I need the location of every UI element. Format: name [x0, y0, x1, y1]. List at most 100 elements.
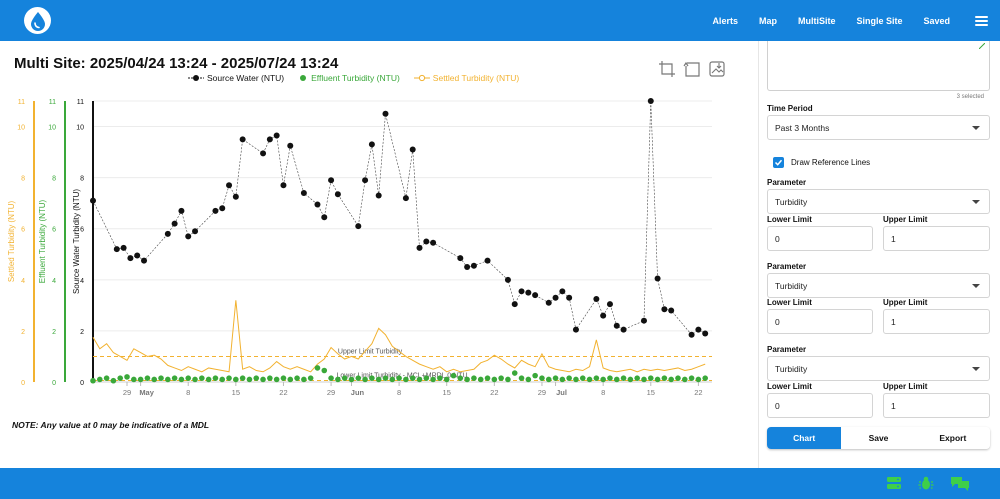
source-water-point[interactable] — [362, 177, 369, 184]
effluent-point[interactable] — [97, 376, 103, 383]
effluent-point[interactable] — [301, 376, 307, 383]
effluent-point[interactable] — [382, 375, 389, 381]
effluent-point[interactable] — [661, 375, 668, 381]
effluent-point[interactable] — [647, 375, 654, 381]
effluent-point[interactable] — [430, 376, 436, 383]
resize-handle-icon[interactable] — [979, 43, 985, 49]
effluent-point[interactable] — [219, 376, 226, 383]
source-water-point[interactable] — [164, 230, 171, 237]
bug-icon[interactable] — [918, 475, 934, 491]
lower-limit-input-3[interactable]: 0 — [767, 393, 873, 418]
effluent-point[interactable] — [627, 376, 634, 383]
parameter-select-2[interactable]: Turbidity — [767, 273, 990, 298]
legend-settled-turbidity[interactable]: Settled Turbidity (NTU) — [413, 73, 519, 83]
source-water-point[interactable] — [314, 201, 321, 208]
source-water-point[interactable] — [375, 192, 382, 199]
reset-zoom-icon[interactable] — [683, 60, 701, 78]
turbidity-chart[interactable]: 0 2 4 6 8 10 11 Settled Turbidity (NTU) 0 2 4 6 8 10 1… — [0, 88, 740, 406]
chat-icon[interactable] — [950, 475, 970, 491]
source-water-point[interactable] — [668, 307, 675, 314]
effluent-point[interactable] — [273, 376, 280, 383]
effluent-point[interactable] — [341, 375, 348, 381]
nav-multisite[interactable]: MultiSite — [797, 15, 836, 26]
source-water-point[interactable] — [212, 207, 219, 214]
effluent-point[interactable] — [539, 375, 545, 381]
effluent-point[interactable] — [607, 375, 613, 381]
effluent-point[interactable] — [464, 376, 470, 383]
effluent-point[interactable] — [335, 376, 341, 383]
time-period-select[interactable]: Past 3 Months — [767, 115, 990, 140]
export-button[interactable]: Export — [915, 427, 990, 449]
effluent-point[interactable] — [688, 375, 695, 381]
effluent-point[interactable] — [192, 376, 198, 383]
effluent-point[interactable] — [267, 375, 273, 381]
source-water-point[interactable] — [511, 301, 518, 308]
source-water-point[interactable] — [552, 294, 559, 301]
source-water-point[interactable] — [321, 214, 328, 221]
source-water-point[interactable] — [328, 177, 335, 184]
source-water-point[interactable] — [226, 182, 233, 189]
parameter-select-3[interactable]: Turbidity — [767, 356, 990, 381]
source-water-point[interactable] — [171, 220, 178, 227]
effluent-point[interactable] — [185, 375, 192, 381]
effluent-point[interactable] — [260, 376, 266, 383]
source-water-point[interactable] — [127, 255, 134, 262]
source-water-point[interactable] — [416, 244, 423, 251]
upper-limit-input-1[interactable]: 1 — [883, 226, 990, 251]
source-water-point[interactable] — [640, 317, 647, 324]
effluent-point[interactable] — [654, 376, 661, 383]
nav-single-site[interactable]: Single Site — [856, 15, 903, 26]
effluent-point[interactable] — [253, 375, 260, 381]
effluent-point[interactable] — [117, 375, 124, 381]
effluent-point[interactable] — [239, 375, 246, 381]
source-water-point[interactable] — [368, 141, 375, 148]
nav-saved[interactable]: Saved — [923, 15, 950, 26]
source-water-point[interactable] — [409, 146, 416, 153]
source-water-point[interactable] — [402, 195, 409, 202]
effluent-point[interactable] — [681, 376, 688, 383]
effluent-point[interactable] — [212, 375, 219, 381]
source-water-line[interactable] — [92, 100, 706, 336]
download-image-icon[interactable] — [708, 60, 726, 78]
source-water-point[interactable] — [518, 288, 525, 295]
effluent-point[interactable] — [369, 375, 375, 381]
effluent-point[interactable] — [443, 376, 450, 383]
source-water-point[interactable] — [559, 288, 566, 295]
effluent-point[interactable] — [205, 376, 212, 383]
effluent-point[interactable] — [409, 375, 416, 381]
effluent-point[interactable] — [178, 376, 185, 383]
source-water-point[interactable] — [593, 295, 600, 302]
effluent-point[interactable] — [124, 374, 130, 380]
effluent-point[interactable] — [511, 370, 518, 376]
draw-reference-checkbox[interactable] — [773, 157, 784, 168]
nav-alerts[interactable]: Alerts — [712, 15, 738, 26]
upper-limit-input-3[interactable]: 1 — [883, 393, 990, 418]
effluent-point[interactable] — [491, 376, 498, 383]
effluent-point[interactable] — [403, 376, 409, 383]
effluent-point[interactable] — [498, 375, 504, 381]
effluent-point[interactable] — [314, 365, 321, 371]
effluent-point[interactable] — [362, 376, 368, 383]
effluent-point[interactable] — [668, 376, 674, 383]
effluent-point[interactable] — [675, 375, 681, 381]
source-water-point[interactable] — [702, 330, 709, 337]
effluent-point[interactable] — [559, 376, 566, 383]
effluent-point[interactable] — [328, 375, 334, 381]
effluent-point[interactable] — [158, 375, 164, 381]
source-water-point[interactable] — [688, 331, 695, 338]
source-water-point[interactable] — [232, 193, 239, 200]
effluent-point[interactable] — [294, 375, 300, 381]
effluent-point[interactable] — [600, 376, 606, 383]
source-water-point[interactable] — [273, 132, 280, 139]
source-water-point[interactable] — [504, 276, 511, 283]
effluent-point[interactable] — [634, 375, 640, 381]
effluent-point[interactable] — [355, 375, 362, 381]
app-logo[interactable] — [24, 7, 51, 34]
effluent-point[interactable] — [437, 375, 443, 381]
source-water-point[interactable] — [239, 136, 246, 143]
parameter-select-1[interactable]: Turbidity — [767, 189, 990, 214]
effluent-point[interactable] — [641, 376, 647, 383]
source-water-point[interactable] — [464, 264, 471, 271]
effluent-point[interactable] — [484, 375, 491, 381]
effluent-point[interactable] — [375, 376, 382, 383]
